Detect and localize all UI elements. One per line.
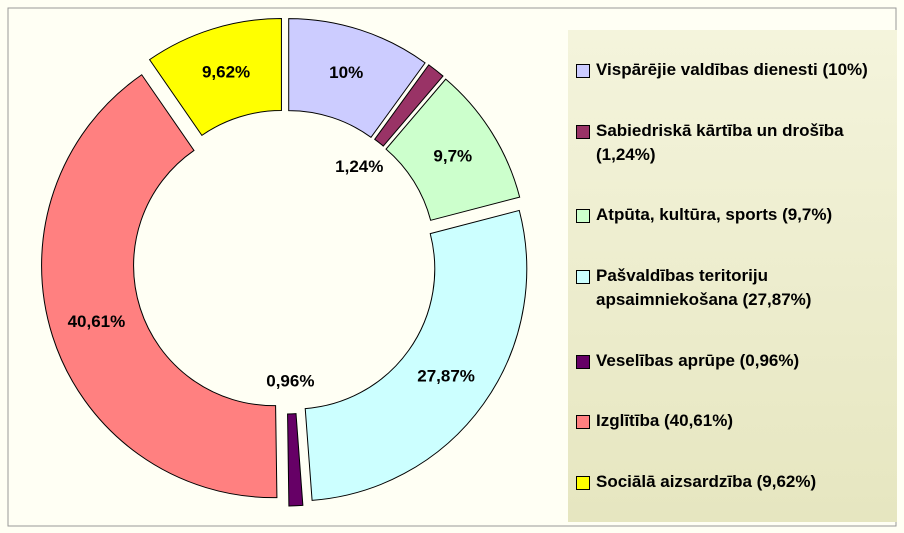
legend-swatch bbox=[576, 64, 590, 79]
data-label: 1,24% bbox=[335, 157, 383, 176]
data-label: 0,96% bbox=[266, 371, 314, 390]
legend-label: Vispārējie valdības dienesti (10%) bbox=[596, 60, 868, 80]
legend-item: Sabiedriskā kārtība un drošība (1,24%) bbox=[576, 119, 891, 167]
legend-item: Sociālā aizsardzība (9,62%) bbox=[576, 470, 891, 494]
legend-label: Atpūta, kultūra, sports (9,7%) bbox=[596, 205, 833, 225]
data-label: 9,62% bbox=[202, 62, 250, 81]
legend: Vispārējie valdības dienesti (10%) Sabied… bbox=[568, 30, 897, 522]
legend-item: Veselības aprūpe (0,96%) bbox=[576, 349, 891, 373]
legend-swatch bbox=[576, 269, 590, 284]
donut-slice bbox=[288, 18, 426, 139]
legend-label: Sociālā aizsardzība (9,62%) bbox=[596, 471, 817, 491]
donut-slice bbox=[385, 78, 521, 221]
legend-swatch bbox=[576, 209, 590, 224]
legend-swatch bbox=[576, 354, 590, 369]
legend-label: Pašvaldības teritoriju apsaimniekošana (… bbox=[596, 265, 812, 309]
legend-swatch bbox=[576, 415, 590, 430]
legend-item: Izglītība (40,61%) bbox=[576, 409, 891, 433]
donut-slice bbox=[41, 74, 278, 499]
legend-item: Vispārējie valdības dienesti (10%) bbox=[576, 58, 891, 82]
legend-swatch bbox=[576, 124, 590, 139]
legend-item: Pašvaldības teritoriju apsaimniekošana (… bbox=[576, 264, 891, 312]
legend-label: Izglītība (40,61%) bbox=[596, 411, 733, 431]
data-label: 9,7% bbox=[433, 146, 472, 165]
donut-slice bbox=[148, 18, 282, 137]
data-label: 10% bbox=[329, 63, 363, 82]
legend-swatch bbox=[576, 475, 590, 490]
data-label: 27,87% bbox=[417, 367, 475, 386]
legend-label: Sabiedriskā kārtība un drošība (1,24%) bbox=[596, 120, 844, 164]
data-label: 40,61% bbox=[68, 312, 126, 331]
legend-label: Veselības aprūpe (0,96%) bbox=[596, 350, 800, 370]
donut-slice bbox=[304, 209, 528, 501]
legend-item: Atpūta, kultūra, sports (9,7%) bbox=[576, 203, 891, 227]
donut-slice bbox=[374, 64, 444, 147]
donut-slice bbox=[287, 413, 304, 507]
